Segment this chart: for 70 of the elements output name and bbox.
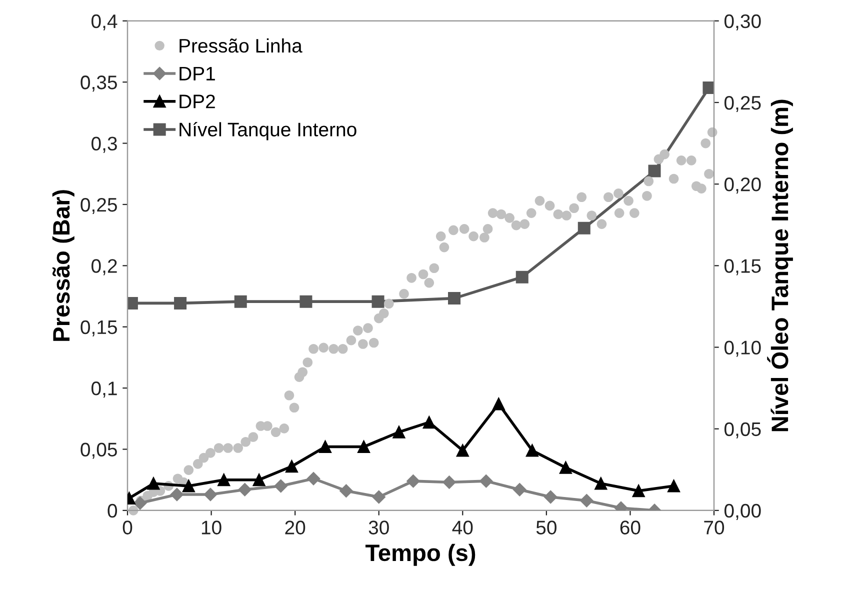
y-tick-label: 0,35 [80, 76, 117, 92]
point [632, 484, 645, 498]
point [182, 480, 195, 492]
point [218, 474, 230, 486]
point [300, 295, 312, 308]
point [456, 444, 469, 457]
y-tick-label: 0,3 [92, 136, 117, 153]
x-tick-label: 50 [536, 520, 556, 534]
legend-label: Nível Tanque Interno [180, 122, 356, 140]
point [392, 426, 406, 438]
x-tick-label: 10 [202, 520, 222, 534]
x-tick-label: 60 [620, 520, 640, 534]
point [526, 444, 538, 457]
y2-tick-label: 0,00 [724, 504, 761, 520]
point [594, 477, 608, 490]
y-tick-label: 0 [108, 504, 118, 518]
y-tick-label: 0,05 [80, 442, 117, 459]
point [358, 440, 370, 454]
point [668, 480, 680, 492]
point [274, 479, 288, 493]
point [578, 222, 590, 234]
point [234, 295, 247, 308]
x-tick-label: 70 [704, 520, 724, 534]
point [516, 270, 528, 284]
point [174, 296, 187, 310]
x-tick-label: 0 [122, 520, 132, 534]
y-tick-label: 0,2 [92, 259, 117, 276]
x-tick-label: 40 [452, 520, 473, 534]
y2-tick-label: 0,30 [724, 14, 761, 30]
y2-tick-label: 0,05 [724, 422, 761, 438]
point [422, 416, 436, 429]
y-tick-label: 0,15 [80, 320, 117, 336]
point [580, 494, 594, 508]
point [170, 488, 184, 502]
point [544, 490, 558, 504]
x-tick-label: 30 [368, 520, 389, 534]
point [252, 474, 266, 486]
point [406, 474, 420, 488]
point [702, 82, 714, 94]
point [513, 483, 526, 496]
point [204, 488, 218, 502]
x-axis-title: Tempo (s) [365, 544, 476, 566]
y2-tick-label: 0,25 [724, 96, 761, 112]
point [442, 476, 456, 489]
legend-label: DP1 [180, 66, 215, 80]
y-tick-label: 0,1 [92, 382, 117, 398]
point [133, 496, 147, 510]
legend-label: DP2 [180, 94, 215, 108]
point [285, 460, 298, 473]
point [448, 292, 461, 305]
point [147, 477, 160, 490]
point [372, 490, 386, 504]
point [648, 164, 661, 178]
point [306, 472, 320, 486]
point [492, 398, 505, 410]
y-tick-label: 0,25 [80, 198, 117, 214]
y2-tick-label: 0,10 [724, 340, 761, 357]
point [480, 474, 493, 488]
point [372, 295, 384, 308]
y2-tick-label: 0,15 [724, 259, 761, 276]
point [238, 483, 252, 496]
legend-label: Pressão Linha [180, 38, 302, 53]
point [559, 461, 572, 474]
point [340, 484, 353, 498]
y2-axis-title: Nível Óleo Tanque Interno (m) [767, 100, 793, 432]
y-axis-title: Pressão (Bar) [52, 190, 74, 341]
point [318, 440, 332, 454]
y-tick-label: 0,4 [92, 14, 118, 30]
y2-tick-label: 0,20 [724, 178, 761, 194]
x-tick-label: 20 [285, 520, 306, 534]
